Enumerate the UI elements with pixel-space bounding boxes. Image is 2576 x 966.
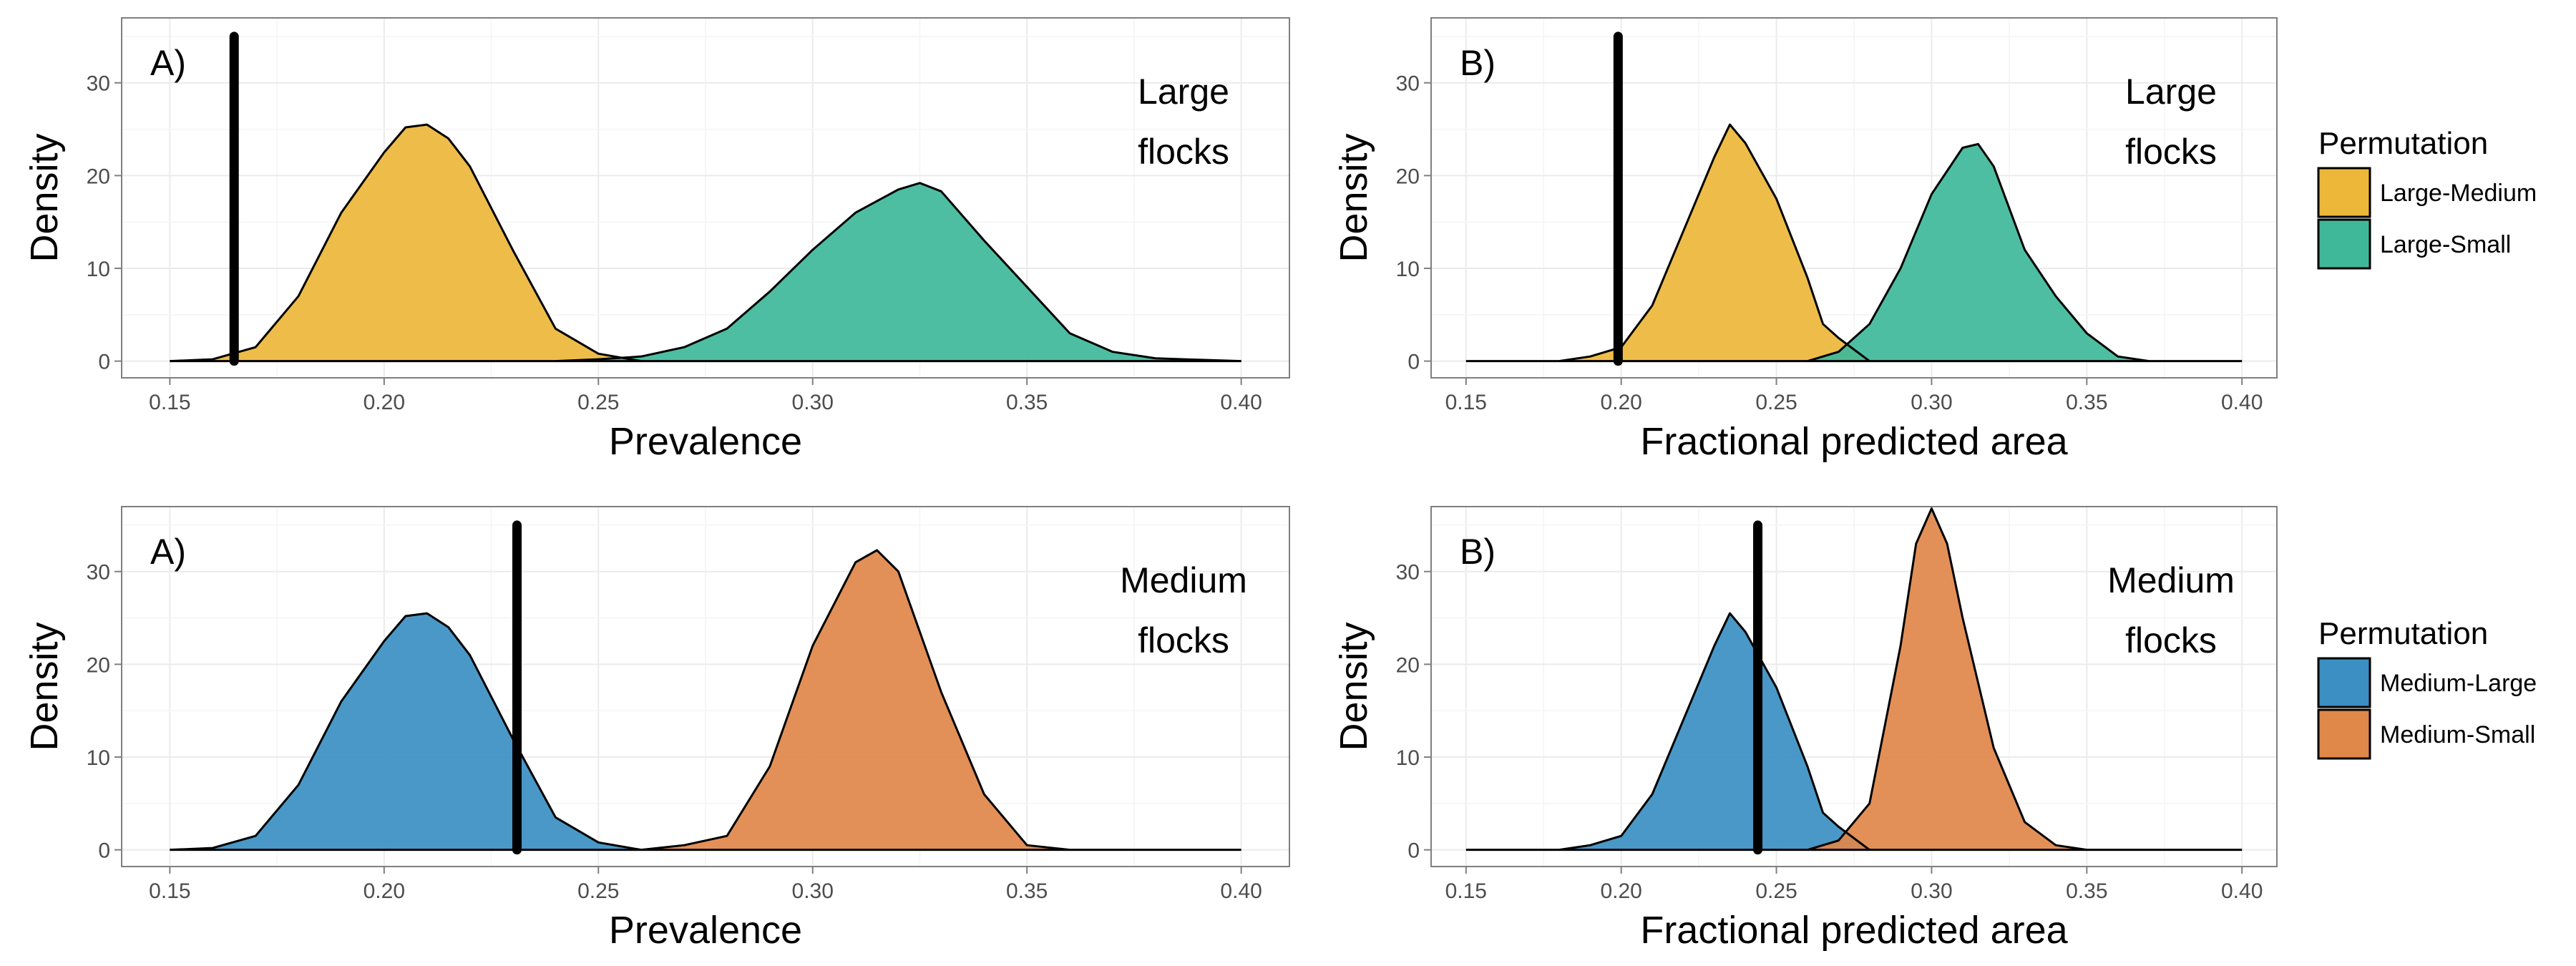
density-area-medium-small xyxy=(641,550,1070,850)
x-axis-title: Prevalence xyxy=(609,420,802,463)
y-tick-label: 20 xyxy=(1396,165,1420,188)
legend-2: Permutation Medium-Large Medium-Small xyxy=(2317,616,2537,760)
y-tick-label: 30 xyxy=(87,561,110,585)
x-tick-label: 0.40 xyxy=(1220,879,1262,903)
panel-3: 0.15 0.20 0.25 0.30 0.35 0.40 0 10 20 30 Prevalenc… xyxy=(23,506,1290,952)
density-outline-medium-large xyxy=(1558,612,1870,852)
y-tick-label: 30 xyxy=(87,72,110,96)
y-tick-label: 0 xyxy=(1407,351,1420,374)
x-tick-label: 0.25 xyxy=(577,879,619,903)
x-tick-label: 0.40 xyxy=(2221,391,2263,414)
y-tick-label: 20 xyxy=(1396,653,1420,677)
grid-lines xyxy=(122,18,1289,378)
panel-annotation: Medium xyxy=(2107,560,2235,600)
density-area-large-medium xyxy=(1558,125,1870,361)
y-tick-label: 30 xyxy=(1396,561,1420,585)
density-area-medium-large xyxy=(1558,613,1870,850)
x-tick-label: 0.20 xyxy=(1600,879,1641,903)
panel-annotation: Medium xyxy=(1120,560,1247,600)
x-tick-label: 0.25 xyxy=(577,391,619,414)
panel-tag: A) xyxy=(150,43,186,83)
y-tick-label: 10 xyxy=(87,746,110,770)
y-axis-title: Density xyxy=(23,133,66,262)
panel-annotation: flocks xyxy=(1138,132,1229,172)
legend-title: Permutation xyxy=(2318,126,2488,161)
density-outline-large-small xyxy=(1807,142,2150,363)
legend-key xyxy=(2317,218,2371,270)
density-area-large-medium xyxy=(170,125,642,361)
density-outline-medium-large xyxy=(170,612,642,852)
y-tick-label: 10 xyxy=(1396,258,1420,281)
x-tick-label: 0.35 xyxy=(1006,879,1048,903)
y-tick-label: 20 xyxy=(87,165,110,188)
plot-border xyxy=(1430,506,2278,867)
panel-annotation: Large xyxy=(1138,72,1229,112)
x-tick-label: 0.30 xyxy=(1911,879,1952,903)
x-tick-label: 0.30 xyxy=(1911,391,1952,414)
legend-1: Permutation Large-Medium Large-Small xyxy=(2317,126,2537,270)
panel-annotation: flocks xyxy=(2125,132,2217,172)
panel-annotation: Large xyxy=(2125,72,2217,112)
x-tick-label: 0.20 xyxy=(1600,391,1641,414)
y-tick-label: 30 xyxy=(1396,72,1420,96)
y-tick-label: 0 xyxy=(1407,839,1420,863)
legend-label: Medium-Large xyxy=(2380,670,2537,697)
x-tick-label: 0.25 xyxy=(1755,879,1797,903)
panel-4: 0.15 0.20 0.25 0.30 0.35 0.40 0 10 20 30 Fractiona… xyxy=(1332,506,2278,952)
legend-label: Medium-Small xyxy=(2380,721,2535,748)
y-tick-label: 0 xyxy=(98,839,110,863)
y-tick-label: 10 xyxy=(87,258,110,281)
legend-key xyxy=(2317,657,2371,708)
panel-tag: A) xyxy=(150,532,186,572)
panel-tag: B) xyxy=(1460,43,1496,83)
density-area-large-small xyxy=(555,182,1241,361)
x-tick-label: 0.35 xyxy=(1006,391,1048,414)
y-tick-label: 0 xyxy=(98,351,110,374)
y-tick-label: 20 xyxy=(87,653,110,677)
plot-border xyxy=(121,17,1290,379)
panel-annotation: flocks xyxy=(1138,620,1229,660)
density-outline-large-medium xyxy=(170,123,642,363)
x-tick-label: 0.15 xyxy=(149,879,190,903)
x-tick-label: 0.20 xyxy=(364,879,405,903)
panel-annotation: flocks xyxy=(2125,620,2217,660)
x-axis-title: Prevalence xyxy=(609,909,802,952)
legend-key xyxy=(2317,167,2371,218)
x-axis-title: Fractional predicted area xyxy=(1640,420,2068,463)
plot-border xyxy=(1430,17,2278,379)
legend-label: Large-Medium xyxy=(2380,180,2537,207)
x-tick-label: 0.25 xyxy=(1755,391,1797,414)
x-tick-label: 0.15 xyxy=(149,391,190,414)
x-tick-label: 0.30 xyxy=(792,391,834,414)
y-axis-title: Density xyxy=(23,622,66,751)
density-outline-large-small xyxy=(555,182,1241,363)
panel-tag: B) xyxy=(1460,532,1496,572)
x-tick-label: 0.40 xyxy=(1220,391,1262,414)
x-tick-label: 0.15 xyxy=(1445,879,1487,903)
x-tick-label: 0.20 xyxy=(364,391,405,414)
x-tick-label: 0.35 xyxy=(2066,391,2107,414)
density-area-medium-large xyxy=(170,613,642,850)
y-axis-title: Density xyxy=(1332,622,1375,751)
legend-label: Large-Small xyxy=(2380,231,2511,258)
density-outline-medium-small xyxy=(641,549,1070,852)
legend-key xyxy=(2317,708,2371,760)
y-axis-title: Density xyxy=(1332,133,1375,262)
x-axis-title: Fractional predicted area xyxy=(1640,909,2068,952)
x-tick-label: 0.40 xyxy=(2221,879,2263,903)
panel-1: 0.15 0.20 0.25 0.30 0.35 0.40 0 10 20 30 Prevalenc… xyxy=(23,17,1290,463)
x-tick-label: 0.15 xyxy=(1445,391,1487,414)
y-tick-label: 10 xyxy=(1396,746,1420,770)
plot-border xyxy=(121,506,1290,867)
legend-title: Permutation xyxy=(2318,616,2488,651)
panel-2: 0.15 0.20 0.25 0.30 0.35 0.40 0 10 20 30 Fractiona… xyxy=(1332,17,2278,463)
density-outline-medium-small xyxy=(1807,507,2087,852)
x-tick-label: 0.30 xyxy=(792,879,834,903)
x-tick-label: 0.35 xyxy=(2066,879,2107,903)
